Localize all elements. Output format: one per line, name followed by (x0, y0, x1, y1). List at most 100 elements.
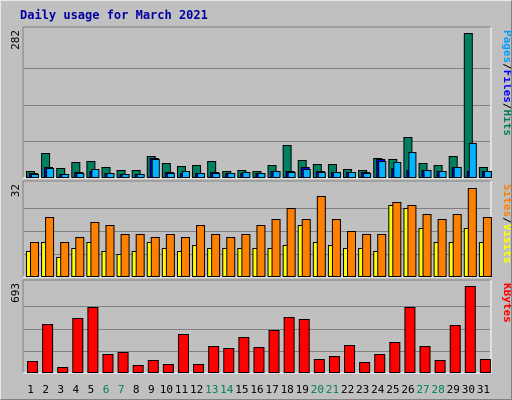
sites-bar (271, 219, 281, 277)
x-tick-label: 14 (220, 383, 234, 396)
kbytes-bar (359, 362, 371, 373)
pages-bar (31, 174, 39, 178)
kbytes-bar (223, 348, 235, 373)
pages-bar (302, 169, 311, 178)
pages-bar (181, 171, 190, 178)
x-tick-label: 26 (401, 383, 414, 396)
x-tick-label: 9 (148, 383, 155, 396)
x-tick-label: 27 (416, 383, 429, 396)
pages-bar (212, 173, 221, 178)
x-tick-label: 6 (103, 383, 110, 396)
kbytes-bar (72, 318, 84, 373)
x-tick-label: 3 (57, 383, 64, 396)
x-tick-label: 2 (42, 383, 49, 396)
kbytes-bar (404, 307, 416, 373)
x-tick-label: 23 (356, 383, 369, 396)
sites-bar (196, 225, 206, 277)
sites-bar (105, 225, 115, 277)
legend-entry: Pages (501, 30, 511, 63)
x-tick-label: 5 (88, 383, 95, 396)
pages-bar (363, 173, 372, 178)
sites-bar (45, 217, 55, 277)
x-tick-label: 16 (250, 383, 263, 396)
kbytes-bar (162, 364, 174, 373)
pages-bar (91, 169, 100, 178)
kbytes-bar (177, 334, 189, 373)
pages-bar (438, 171, 447, 178)
legend-entry: Hits (501, 110, 511, 137)
sites-bar (256, 225, 266, 277)
x-tick-label: 10 (160, 383, 173, 396)
legend-entry: / (501, 63, 511, 70)
kbytes-bar (389, 342, 401, 373)
sites-bar (452, 214, 462, 277)
pages-bar (242, 172, 251, 178)
pages-bar (348, 172, 357, 178)
pages-bar (272, 171, 281, 178)
pages-bar (453, 167, 462, 178)
sites-bar (30, 242, 39, 277)
kbytes-bar (208, 346, 220, 373)
pages-bar (46, 168, 55, 178)
pages-bar (257, 173, 266, 178)
sites-bar (241, 234, 251, 277)
sites-bar (60, 242, 70, 277)
kbytes-bar (449, 325, 461, 373)
pages-bar (121, 174, 130, 178)
sites-bar (316, 196, 326, 277)
sites-bar (180, 237, 190, 277)
sites-bar (407, 205, 417, 277)
panel-1-plot-area (23, 27, 491, 178)
pages-bar (166, 173, 175, 178)
pages-bar (287, 172, 296, 178)
kbytes-bar (344, 345, 356, 373)
chart-title: Daily usage for March 2021 (20, 8, 208, 22)
sites-bar (437, 219, 447, 277)
panel-2-legend: Sites/Visits (501, 184, 511, 264)
x-tick-label: 25 (386, 383, 399, 396)
kbytes-bar (253, 347, 265, 373)
pages-bar (136, 174, 145, 178)
pages-bar (106, 173, 115, 178)
sites-bar (422, 214, 432, 277)
kbytes-bar (464, 286, 476, 373)
panel-1-max-label: 282 (9, 30, 22, 50)
sites-bar (301, 219, 311, 277)
sites-bar (286, 208, 296, 277)
pages-bar (227, 173, 236, 178)
pages-bar (197, 173, 206, 178)
kbytes-bar (283, 317, 295, 373)
pages-bar (483, 171, 492, 178)
x-tick-label: 7 (118, 383, 125, 396)
x-tick-label: 21 (326, 383, 339, 396)
x-tick-label: 30 (462, 383, 475, 396)
x-tick-label: 4 (73, 383, 80, 396)
sites-bar (211, 234, 221, 277)
x-tick-label: 18 (281, 383, 294, 396)
pages-bar (151, 159, 160, 178)
kbytes-bar (328, 356, 340, 373)
pages-bar (317, 172, 326, 178)
x-tick-label: 28 (432, 383, 445, 396)
legend-entry: / (501, 217, 511, 224)
kbytes-bar (102, 354, 114, 373)
x-tick-label: 13 (205, 383, 218, 396)
kbytes-bar (434, 360, 446, 373)
kbytes-bar (147, 360, 159, 373)
kbytes-bar (117, 352, 129, 373)
legend-entry: Sites (501, 184, 511, 217)
kbytes-bar (298, 319, 310, 373)
kbytes-bar (374, 354, 386, 373)
sites-bar (331, 219, 341, 277)
sites-bar (482, 217, 492, 277)
kbytes-bar (193, 364, 205, 373)
x-tick-label: 15 (235, 383, 248, 396)
sites-bar (392, 202, 402, 277)
kbytes-bar (238, 337, 250, 373)
x-tick-label: 19 (296, 383, 309, 396)
kbytes-bar (479, 359, 491, 373)
x-tick-label: 1 (27, 383, 34, 396)
kbytes-bar (42, 324, 54, 373)
sites-bar (135, 234, 145, 277)
